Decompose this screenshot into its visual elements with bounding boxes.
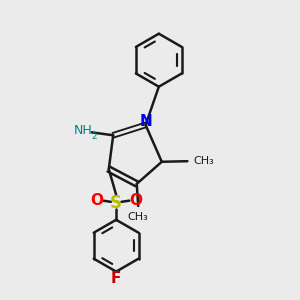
Text: 2: 2 <box>91 132 97 141</box>
Text: N: N <box>140 114 152 129</box>
Text: NH: NH <box>74 124 92 137</box>
Text: O: O <box>129 193 142 208</box>
Text: S: S <box>110 194 122 212</box>
Text: CH₃: CH₃ <box>193 156 214 166</box>
Text: O: O <box>91 193 103 208</box>
Text: F: F <box>111 271 121 286</box>
Text: CH₃: CH₃ <box>128 212 148 222</box>
